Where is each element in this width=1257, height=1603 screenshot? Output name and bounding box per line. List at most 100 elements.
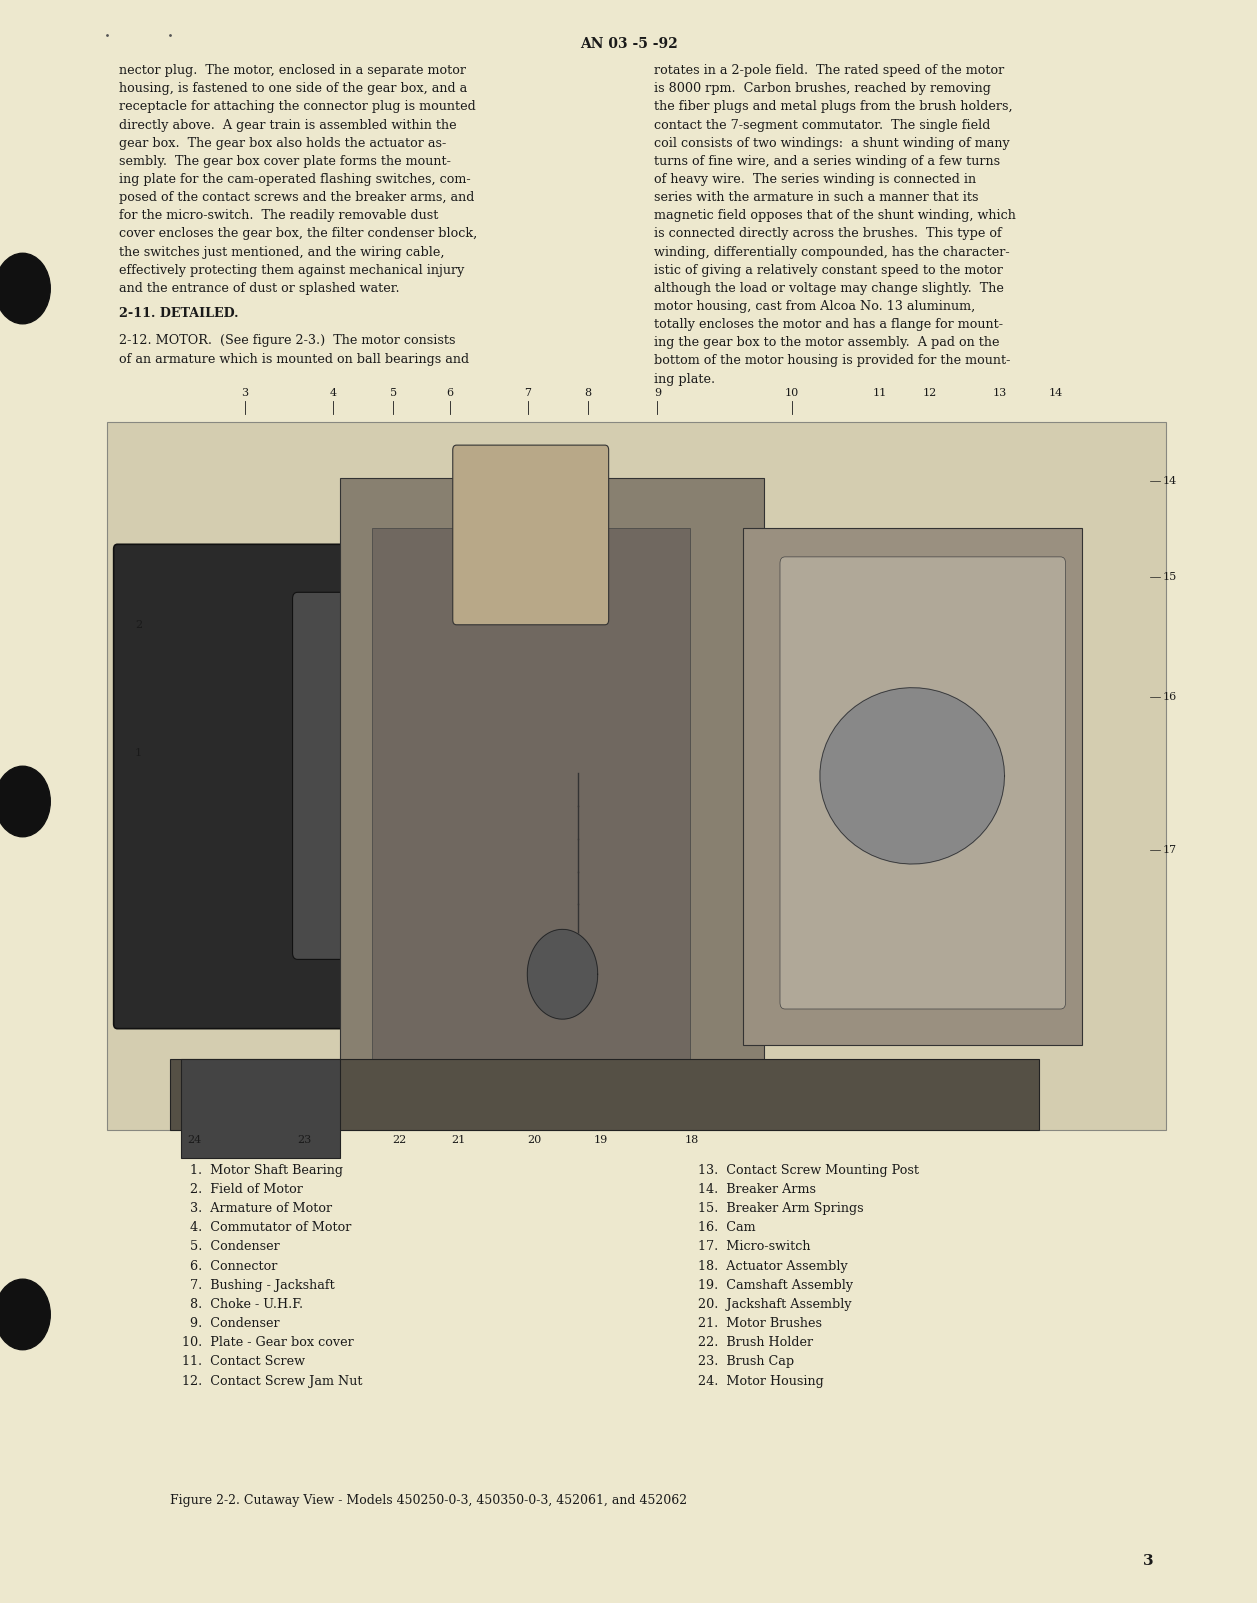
Text: bottom of the motor housing is provided for the mount-: bottom of the motor housing is provided …: [654, 354, 1011, 367]
Text: 17: 17: [1163, 845, 1177, 854]
Text: 20.  Jackshaft Assembly: 20. Jackshaft Assembly: [698, 1298, 851, 1311]
Text: ing plate.: ing plate.: [654, 372, 715, 386]
Text: and the entrance of dust or splashed water.: and the entrance of dust or splashed wat…: [119, 282, 400, 295]
Text: 14: 14: [1163, 476, 1177, 486]
Text: 18.  Actuator Assembly: 18. Actuator Assembly: [698, 1260, 847, 1273]
Text: 11.  Contact Screw: 11. Contact Screw: [182, 1356, 305, 1369]
Text: receptacle for attaching the connector plug is mounted: receptacle for attaching the connector p…: [119, 101, 476, 114]
Text: 9: 9: [654, 388, 661, 398]
Text: 6: 6: [446, 388, 454, 398]
Text: 15.  Breaker Arm Springs: 15. Breaker Arm Springs: [698, 1202, 864, 1215]
Text: although the load or voltage may change slightly.  The: although the load or voltage may change …: [654, 282, 1003, 295]
Text: 1: 1: [134, 749, 142, 758]
Text: cover encloses the gear box, the filter condenser block,: cover encloses the gear box, the filter …: [119, 228, 478, 240]
Text: turns of fine wire, and a series winding of a few turns: turns of fine wire, and a series winding…: [654, 155, 999, 168]
Text: 2-11. DETAILED.: 2-11. DETAILED.: [119, 308, 239, 321]
Text: motor housing, cast from Alcoa No. 13 aluminum,: motor housing, cast from Alcoa No. 13 al…: [654, 300, 975, 313]
Text: 8.  Choke - U.H.F.: 8. Choke - U.H.F.: [182, 1298, 303, 1311]
Bar: [107, 422, 1166, 1130]
Text: 16: 16: [1163, 692, 1177, 702]
Bar: [743, 527, 1082, 1045]
Text: 5.  Condenser: 5. Condenser: [182, 1241, 280, 1254]
Polygon shape: [820, 688, 1004, 864]
Text: totally encloses the motor and has a flange for mount-: totally encloses the motor and has a fla…: [654, 317, 1003, 332]
Text: 2: 2: [134, 620, 142, 630]
Text: 11: 11: [872, 388, 887, 398]
Text: the switches just mentioned, and the wiring cable,: the switches just mentioned, and the wir…: [119, 245, 445, 258]
Text: 2-12. MOTOR.  (See figure 2-3.)  The motor consists: 2-12. MOTOR. (See figure 2-3.) The motor…: [119, 335, 456, 348]
Text: magnetic field opposes that of the shunt winding, which: magnetic field opposes that of the shunt…: [654, 210, 1016, 223]
Text: ing the gear box to the motor assembly.  A pad on the: ing the gear box to the motor assembly. …: [654, 337, 999, 349]
Text: is 8000 rpm.  Carbon brushes, reached by removing: is 8000 rpm. Carbon brushes, reached by …: [654, 82, 991, 95]
Text: 24.  Motor Housing: 24. Motor Housing: [698, 1375, 823, 1388]
Text: Figure 2-2. Cutaway View - Models 450250-0-3, 450350-0-3, 452061, and 452062: Figure 2-2. Cutaway View - Models 450250…: [170, 1494, 686, 1507]
Text: 22.  Brush Holder: 22. Brush Holder: [698, 1337, 813, 1350]
Text: AN 03 -5 -92: AN 03 -5 -92: [579, 37, 678, 51]
Text: gear box.  The gear box also holds the actuator as-: gear box. The gear box also holds the ac…: [119, 136, 446, 149]
Text: for the micro-switch.  The readily removable dust: for the micro-switch. The readily remova…: [119, 210, 439, 223]
FancyBboxPatch shape: [113, 545, 354, 1029]
Text: 13: 13: [992, 388, 1007, 398]
Text: 18: 18: [684, 1135, 699, 1145]
Circle shape: [0, 766, 50, 837]
Text: 24: 24: [187, 1135, 202, 1145]
Text: nector plug.  The motor, enclosed in a separate motor: nector plug. The motor, enclosed in a se…: [119, 64, 466, 77]
Text: 12: 12: [923, 388, 938, 398]
Text: 16.  Cam: 16. Cam: [698, 1221, 755, 1234]
Text: istic of giving a relatively constant speed to the motor: istic of giving a relatively constant sp…: [654, 264, 1003, 277]
Text: 10: 10: [784, 388, 799, 398]
Text: 6.  Connector: 6. Connector: [182, 1260, 278, 1273]
Bar: [171, 1060, 1040, 1130]
Text: sembly.  The gear box cover plate forms the mount-: sembly. The gear box cover plate forms t…: [119, 155, 451, 168]
Bar: [339, 478, 764, 1095]
Text: contact the 7-segment commutator.  The single field: contact the 7-segment commutator. The si…: [654, 119, 991, 131]
Text: 22: 22: [392, 1135, 407, 1145]
Text: 3.  Armature of Motor: 3. Armature of Motor: [182, 1202, 332, 1215]
Text: 9.  Condenser: 9. Condenser: [182, 1318, 280, 1330]
Circle shape: [0, 1279, 50, 1350]
Text: coil consists of two windings:  a shunt winding of many: coil consists of two windings: a shunt w…: [654, 136, 1009, 149]
Text: 15: 15: [1163, 572, 1177, 582]
Text: 8: 8: [585, 388, 592, 398]
Text: winding, differentially compounded, has the character-: winding, differentially compounded, has …: [654, 245, 1009, 258]
Text: 23.  Brush Cap: 23. Brush Cap: [698, 1356, 793, 1369]
Text: 14: 14: [1048, 388, 1063, 398]
Text: 20: 20: [527, 1135, 542, 1145]
Text: 4.  Commutator of Motor: 4. Commutator of Motor: [182, 1221, 352, 1234]
Text: 3: 3: [241, 388, 249, 398]
Text: series with the armature in such a manner that its: series with the armature in such a manne…: [654, 191, 978, 204]
Text: 4: 4: [329, 388, 337, 398]
Polygon shape: [528, 930, 597, 1020]
Text: 21.  Motor Brushes: 21. Motor Brushes: [698, 1318, 822, 1330]
Text: 17.  Micro-switch: 17. Micro-switch: [698, 1241, 810, 1254]
FancyBboxPatch shape: [781, 556, 1066, 1008]
Text: housing, is fastened to one side of the gear box, and a: housing, is fastened to one side of the …: [119, 82, 468, 95]
Text: effectively protecting them against mechanical injury: effectively protecting them against mech…: [119, 264, 465, 277]
Text: 21: 21: [451, 1135, 466, 1145]
Text: 5: 5: [390, 388, 397, 398]
Text: is connected directly across the brushes.  This type of: is connected directly across the brushes…: [654, 228, 1002, 240]
Text: directly above.  A gear train is assembled within the: directly above. A gear train is assemble…: [119, 119, 458, 131]
Text: ing plate for the cam-operated flashing switches, com-: ing plate for the cam-operated flashing …: [119, 173, 471, 186]
Text: 10.  Plate - Gear box cover: 10. Plate - Gear box cover: [182, 1337, 354, 1350]
Text: 12.  Contact Screw Jam Nut: 12. Contact Screw Jam Nut: [182, 1375, 363, 1388]
Text: 19: 19: [593, 1135, 608, 1145]
Text: 1.  Motor Shaft Bearing: 1. Motor Shaft Bearing: [182, 1164, 343, 1177]
Text: 19.  Camshaft Assembly: 19. Camshaft Assembly: [698, 1279, 852, 1292]
FancyBboxPatch shape: [453, 446, 608, 625]
Text: 23: 23: [297, 1135, 312, 1145]
Text: 7: 7: [524, 388, 532, 398]
FancyBboxPatch shape: [181, 1060, 339, 1159]
Text: 3: 3: [1144, 1553, 1154, 1568]
Text: rotates in a 2-pole field.  The rated speed of the motor: rotates in a 2-pole field. The rated spe…: [654, 64, 1004, 77]
Text: of an armature which is mounted on ball bearings and: of an armature which is mounted on ball …: [119, 353, 470, 365]
Text: of heavy wire.  The series winding is connected in: of heavy wire. The series winding is con…: [654, 173, 975, 186]
FancyBboxPatch shape: [293, 592, 398, 959]
Circle shape: [0, 253, 50, 324]
Text: the fiber plugs and metal plugs from the brush holders,: the fiber plugs and metal plugs from the…: [654, 101, 1012, 114]
Text: 2.  Field of Motor: 2. Field of Motor: [182, 1183, 303, 1196]
Bar: [372, 527, 690, 1060]
Text: 13.  Contact Screw Mounting Post: 13. Contact Screw Mounting Post: [698, 1164, 919, 1177]
Text: 7.  Bushing - Jackshaft: 7. Bushing - Jackshaft: [182, 1279, 336, 1292]
Text: 14.  Breaker Arms: 14. Breaker Arms: [698, 1183, 816, 1196]
